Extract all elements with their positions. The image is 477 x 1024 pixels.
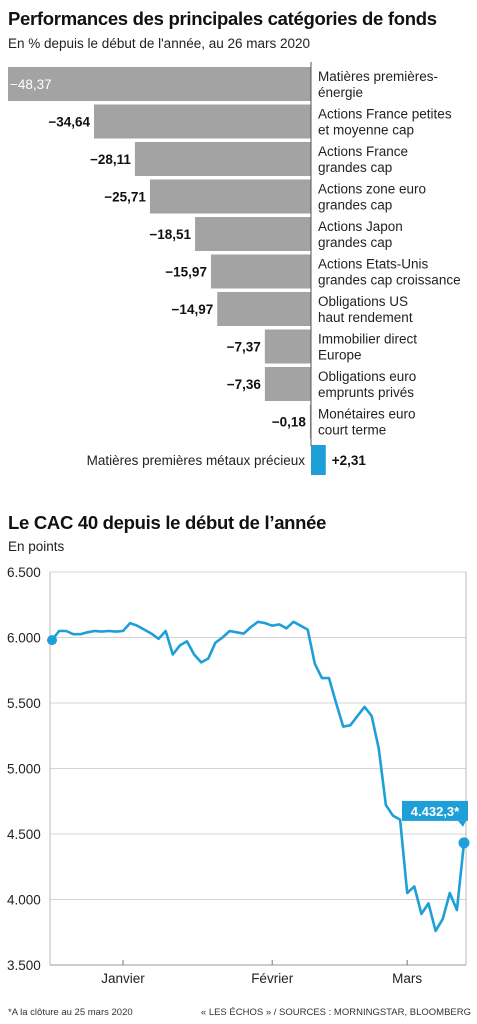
y-tick-label: 5.000 [7,762,41,777]
chart1-subtitle: En % depuis le début de l'année, au 26 m… [8,36,311,51]
bar-1 [94,104,311,139]
footnote: *A la clôture au 25 mars 2020 [8,1007,133,1018]
category-label: énergie [318,85,363,100]
category-label: Actions zone euro [318,182,426,197]
fund-performance-bar-chart: −48,37 Matières premières-énergie −34,64 Ac… [8,62,461,475]
category-label: haut rendement [318,310,413,325]
bar-10 [311,445,326,475]
category-label: grandes cap croissance [318,273,461,288]
category-label: grandes cap [318,160,392,175]
category-label: Monétaires euro [318,407,416,422]
bar-3 [149,179,311,214]
category-label: Obligations euro [318,369,416,384]
callout-pointer [458,820,466,827]
chart1-title: Performances des principales catégories … [8,8,437,29]
category-label: Matières premières- [318,69,438,84]
category-label: Actions Etats-Unis [318,257,429,272]
bar-9 [309,404,311,439]
category-label: grandes cap [318,198,392,213]
y-tick-label: 3.500 [7,958,41,973]
value-label: −7,37 [227,340,261,355]
cac40-series-line [50,620,466,933]
value-label: −7,36 [227,377,262,392]
end-point [458,837,470,849]
x-tick-label: Janvier [101,971,145,986]
bar-4 [195,217,311,251]
bar-7 [264,329,311,364]
value-label: −15,97 [165,265,207,280]
cac40-line-chart: 3.500 4.000 4.500 5.000 5.500 6.000 6.500 Janvi… [7,565,470,986]
category-label: Europe [318,348,362,363]
y-tick-label: 6.500 [7,565,41,580]
chart2-subtitle: En points [8,539,65,554]
category-label: Actions France petites [318,107,452,122]
x-tick-label: Mars [392,971,422,986]
y-tick-label: 4.500 [7,827,41,842]
bar-5 [210,254,311,289]
y-tick-label: 4.000 [7,893,41,908]
start-point [47,635,57,646]
source-credit: « LES ÉCHOS » / SOURCES : MORNINGSTAR, B… [200,1007,471,1018]
category-label: emprunts privés [318,385,414,400]
y-tick-label: 6.000 [7,631,41,646]
value-label: −34,64 [48,115,90,130]
value-label: −48,37 [10,77,52,92]
value-label: −14,97 [172,302,214,317]
category-label: Actions Japon [318,219,403,234]
category-label: Obligations US [318,294,408,309]
chart2-title: Le CAC 40 depuis le début de l’année [8,512,327,533]
value-label: −18,51 [149,227,191,242]
bar-6 [217,292,311,326]
category-label: et moyenne cap [318,123,414,138]
category-label: Actions France [318,144,408,159]
bar-0 [8,67,311,101]
y-tick-label: 5.500 [7,696,41,711]
value-label: −28,11 [90,152,131,167]
category-label: grandes cap [318,235,392,250]
last-value-label: 4.432,3* [411,804,460,819]
category-label: court terme [318,423,386,438]
bar-8 [264,367,311,401]
x-tick-label: Février [251,971,294,986]
value-label: +2,31 [332,453,367,468]
value-label: −25,71 [104,190,146,205]
last-value-callout [402,800,468,821]
category-label: Matières premières métaux précieux [87,453,306,468]
value-label: −0,18 [272,415,307,430]
category-label: Immobilier direct [318,332,417,347]
bar-2 [134,142,311,176]
